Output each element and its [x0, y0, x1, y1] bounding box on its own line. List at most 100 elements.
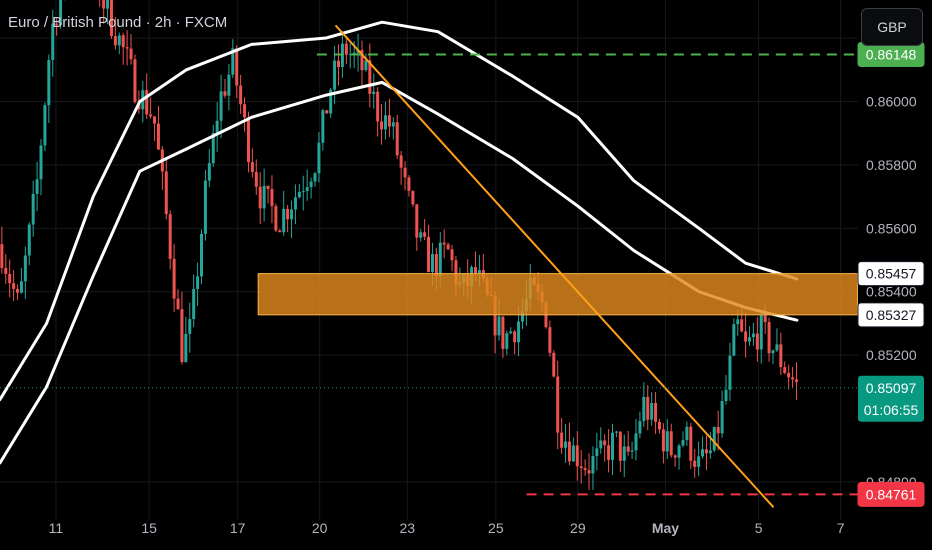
candle-body — [450, 249, 454, 261]
candle-body — [199, 233, 203, 277]
candle-body — [235, 48, 239, 86]
y-tick-label-2: 0.85800 — [866, 157, 917, 173]
candle-body — [51, 23, 55, 61]
candle-body — [39, 145, 43, 180]
candle-body — [446, 244, 450, 250]
candle-body — [278, 230, 282, 233]
candle-body — [654, 402, 658, 422]
candle-body — [12, 283, 16, 289]
candle-body — [751, 333, 755, 338]
candle-body — [290, 209, 294, 220]
x-tick-label-0: 11 — [49, 520, 64, 536]
candle-body — [434, 253, 438, 276]
candle-body — [575, 445, 579, 467]
candle-body — [211, 132, 215, 164]
candle-body — [262, 185, 266, 209]
candle-body — [681, 440, 685, 446]
candle-body — [121, 35, 125, 48]
candle-body — [732, 324, 736, 356]
candle-body — [184, 333, 188, 362]
candle-body — [164, 171, 168, 215]
candle-body — [603, 440, 607, 446]
candle-body — [325, 110, 329, 114]
candle-body — [305, 187, 309, 192]
candle-body — [282, 208, 286, 233]
support-price-tag — [857, 481, 925, 507]
candle-body — [168, 214, 172, 259]
candle-body — [728, 355, 732, 390]
candle-body — [669, 431, 673, 456]
candle-body — [297, 191, 301, 198]
candle-body — [274, 206, 278, 231]
candle-body — [156, 123, 160, 150]
candle-body — [243, 104, 247, 118]
candle-body — [383, 115, 387, 130]
last-price-tag — [858, 375, 924, 422]
candle-body — [794, 379, 798, 382]
candle-body — [517, 321, 521, 343]
candle-body — [477, 270, 481, 274]
candle-body — [376, 91, 380, 122]
candle-body — [579, 466, 583, 469]
candle-body — [246, 117, 250, 163]
candle-body — [560, 432, 564, 448]
candle-body — [771, 350, 775, 354]
candle-body — [219, 91, 223, 121]
candle-body — [59, 0, 63, 26]
candle-body — [192, 289, 196, 320]
candle-body — [685, 426, 689, 441]
candle-body — [497, 316, 501, 336]
candle-body — [250, 162, 254, 172]
chart-title: Euro / British Pound · 2h · FXCM — [8, 14, 228, 31]
candle-body — [556, 376, 560, 433]
trendline — [334, 24, 775, 508]
candle-body — [333, 60, 337, 90]
candle-body — [701, 449, 705, 457]
candle-body — [438, 242, 442, 276]
candle-body — [779, 344, 783, 368]
candle-body — [595, 448, 599, 456]
candle-body — [493, 296, 497, 336]
candle-body — [337, 60, 341, 68]
x-tick-label-1: 15 — [141, 520, 157, 536]
candle-body — [35, 179, 39, 194]
candle-body — [513, 331, 517, 343]
candle-body — [55, 23, 59, 26]
candle-body — [622, 446, 626, 461]
candle-body — [552, 352, 556, 377]
x-tick-label-3: 20 — [312, 520, 328, 536]
candle-body — [129, 48, 133, 60]
zone-price-1-tag — [857, 261, 925, 287]
candle-body — [270, 189, 274, 207]
candle-body — [611, 432, 615, 460]
supply-zone — [257, 273, 858, 316]
candle-body — [293, 197, 297, 210]
candle-body — [665, 431, 669, 452]
candle-body — [548, 327, 552, 353]
candle-body — [47, 60, 51, 106]
y-tick-label-3: 0.85600 — [866, 220, 917, 236]
candle-body — [27, 224, 31, 256]
currency-button[interactable]: GBP — [861, 8, 923, 46]
candle-body — [133, 59, 137, 103]
candle-body — [254, 171, 258, 187]
candle-body — [614, 431, 618, 433]
candle-body — [117, 35, 121, 46]
candle-body — [227, 74, 231, 96]
candle-body — [607, 445, 611, 460]
candle-body — [149, 114, 153, 117]
candle-body — [411, 190, 415, 205]
candle-body — [31, 193, 35, 225]
candle-body — [571, 445, 575, 462]
y-tick-label-1: 0.86000 — [866, 93, 917, 109]
candle-body — [763, 315, 767, 323]
candle-body — [403, 167, 407, 178]
candle-body — [188, 319, 192, 334]
candle-body — [716, 427, 720, 434]
candle-body — [427, 236, 431, 273]
candle-body — [196, 276, 200, 290]
candle-body — [368, 60, 372, 94]
candle-body — [564, 441, 568, 448]
candle-body — [387, 115, 391, 127]
